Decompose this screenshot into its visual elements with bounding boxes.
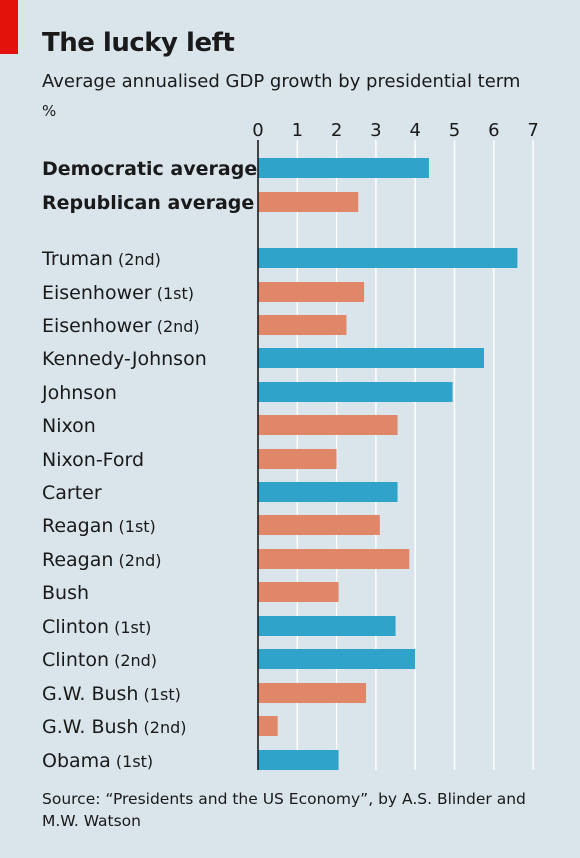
- category-label: Carter: [42, 482, 102, 504]
- category-label: Democratic average: [42, 158, 257, 180]
- category-label: Nixon: [42, 415, 96, 437]
- tick-label-3: 3: [370, 120, 381, 141]
- tick-label-2: 2: [331, 120, 342, 141]
- category-label: Kennedy-Johnson: [42, 348, 207, 370]
- category-label: Bush: [42, 582, 89, 604]
- tick-label-0: 0: [252, 120, 263, 141]
- bar-clinton-1st-: [258, 616, 396, 636]
- category-label: Reagan (1st): [42, 515, 156, 537]
- bar-g-w-bush-2nd-: [258, 716, 278, 736]
- category-label: Republican average: [42, 192, 254, 214]
- bar-bush: [258, 582, 339, 602]
- bar-reagan-1st-: [258, 515, 380, 535]
- bar-carter: [258, 482, 398, 502]
- bar-johnson: [258, 382, 453, 402]
- category-label: G.W. Bush (1st): [42, 683, 181, 705]
- category-label: Johnson: [41, 382, 117, 404]
- tick-label-1: 1: [292, 120, 303, 141]
- bar-reagan-2nd-: [258, 549, 410, 569]
- bar-nixon-ford: [258, 449, 337, 469]
- bar-republican-average: [258, 192, 359, 212]
- category-label: Nixon-Ford: [42, 449, 144, 471]
- bar-nixon: [258, 415, 398, 435]
- bar-eisenhower-1st-: [258, 282, 365, 302]
- category-label: Truman (2nd): [41, 248, 161, 270]
- unit-label: %: [42, 102, 57, 120]
- category-label: Obama (1st): [42, 750, 153, 772]
- bar-g-w-bush-1st-: [258, 683, 367, 703]
- bar-eisenhower-2nd-: [258, 315, 347, 335]
- category-label: Reagan (2nd): [42, 549, 161, 571]
- source-note: Source: “Presidents and the US Economy”,…: [42, 790, 526, 830]
- category-label: Eisenhower (2nd): [42, 315, 200, 337]
- tick-label-4: 4: [409, 120, 420, 141]
- brand-red-tab: [0, 0, 18, 54]
- chart-title: The lucky left: [42, 28, 235, 58]
- tick-label-6: 6: [488, 120, 499, 141]
- category-label: Clinton (2nd): [42, 649, 157, 671]
- tick-label-5: 5: [449, 120, 460, 141]
- bar-truman-2nd-: [258, 248, 518, 268]
- tick-label-7: 7: [527, 120, 538, 141]
- category-label: Clinton (1st): [42, 616, 151, 638]
- bar-democratic-average: [258, 158, 429, 178]
- bar-clinton-2nd-: [258, 649, 416, 669]
- bar-kennedy-johnson: [258, 348, 484, 368]
- category-label: Eisenhower (1st): [42, 282, 194, 304]
- category-label: G.W. Bush (2nd): [42, 716, 187, 738]
- bar-obama-1st-: [258, 750, 339, 770]
- chart-subtitle: Average annualised GDP growth by preside…: [42, 71, 521, 92]
